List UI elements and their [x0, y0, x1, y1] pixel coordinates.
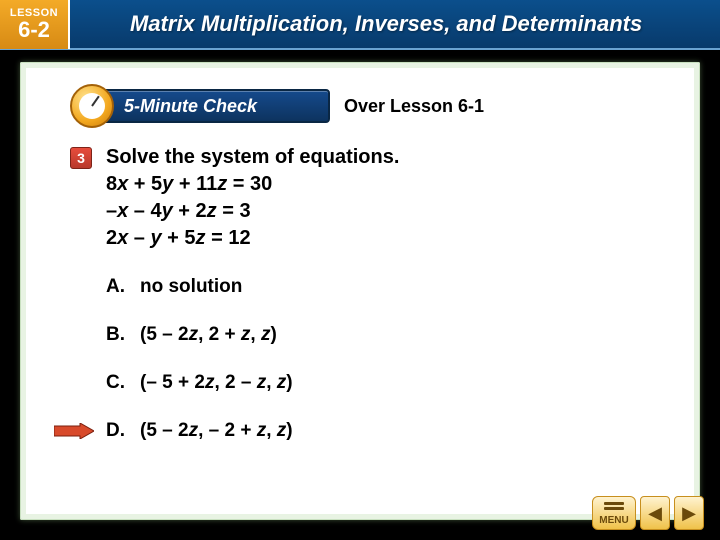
option-c-text: (– 5 + 2z, 2 – z, z): [140, 372, 293, 394]
equation-1: 8x + 5y + 11z = 30: [106, 171, 399, 198]
question-text: Solve the system of equations. 8x + 5y +…: [106, 144, 399, 252]
menu-label: MENU: [599, 515, 628, 526]
five-minute-check-row: 5-Minute Check Over Lesson 6-1: [70, 84, 650, 128]
option-b[interactable]: B. (5 – 2z, 2 + z, z): [106, 324, 650, 346]
option-d-label: D.: [106, 420, 128, 442]
options-list: A. no solution B. (5 – 2z, 2 + z, z) C. …: [106, 276, 650, 442]
option-d-text: (5 – 2z, – 2 + z, z): [140, 420, 293, 442]
option-d[interactable]: D. (5 – 2z, – 2 + z, z): [106, 420, 650, 442]
content-panel: 5-Minute Check Over Lesson 6-1 3 Solve t…: [20, 62, 700, 520]
answer-arrow-icon: [54, 423, 94, 439]
option-b-label: B.: [106, 324, 128, 346]
option-b-text: (5 – 2z, 2 + z, z): [140, 324, 277, 346]
option-c[interactable]: C. (– 5 + 2z, 2 – z, z): [106, 372, 650, 394]
option-a-text: no solution: [140, 276, 242, 298]
lesson-number: 6-2: [18, 19, 50, 41]
menu-button[interactable]: MENU: [592, 496, 636, 530]
question-row: 3 Solve the system of equations. 8x + 5y…: [70, 144, 650, 252]
option-a[interactable]: A. no solution: [106, 276, 650, 298]
page-title: Matrix Multiplication, Inverses, and Det…: [70, 11, 720, 37]
five-minute-check-badge: 5-Minute Check: [70, 84, 330, 128]
question-stem: Solve the system of equations.: [106, 146, 399, 168]
nav-next-button[interactable]: ▶: [674, 496, 704, 530]
lesson-badge: LESSON 6-2: [0, 0, 70, 49]
equation-2: –x – 4y + 2z = 3: [106, 198, 399, 225]
option-a-label: A.: [106, 276, 128, 298]
nav-prev-button[interactable]: ◀: [640, 496, 670, 530]
equation-3: 2x – y + 5z = 12: [106, 225, 399, 252]
option-c-label: C.: [106, 372, 128, 394]
footer-nav: MENU ◀ ▶: [592, 496, 704, 530]
question-number-badge: 3: [70, 147, 92, 169]
header-bar: LESSON 6-2 Matrix Multiplication, Invers…: [0, 0, 720, 50]
clock-icon: [70, 84, 114, 128]
over-lesson-text: Over Lesson 6-1: [344, 96, 484, 117]
fmc-text: 5-Minute Check: [102, 89, 330, 123]
